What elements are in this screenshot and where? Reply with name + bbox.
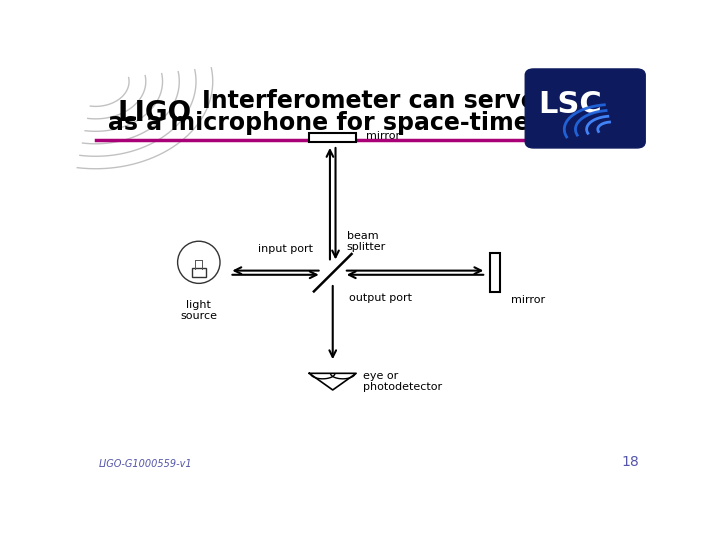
- Text: as a microphone for space-time ripples: as a microphone for space-time ripples: [108, 111, 630, 135]
- Text: LSC: LSC: [538, 90, 602, 119]
- FancyBboxPatch shape: [526, 69, 645, 148]
- Text: mirror: mirror: [366, 131, 400, 141]
- Text: eye or
photodetector: eye or photodetector: [364, 371, 443, 393]
- Text: beam
splitter: beam splitter: [347, 231, 386, 252]
- Bar: [309, 133, 356, 142]
- Text: light
source: light source: [180, 300, 217, 321]
- Text: mirror: mirror: [511, 295, 546, 305]
- Bar: [192, 268, 206, 277]
- Text: 18: 18: [622, 455, 639, 469]
- Bar: [490, 253, 500, 293]
- Ellipse shape: [178, 241, 220, 284]
- Text: output port: output port: [349, 293, 413, 302]
- Text: Interferometer can serve: Interferometer can serve: [202, 89, 536, 113]
- Text: LIGO-G1000559-v1: LIGO-G1000559-v1: [99, 459, 192, 469]
- Text: input port: input port: [258, 244, 312, 254]
- Text: LIGO: LIGO: [117, 99, 192, 126]
